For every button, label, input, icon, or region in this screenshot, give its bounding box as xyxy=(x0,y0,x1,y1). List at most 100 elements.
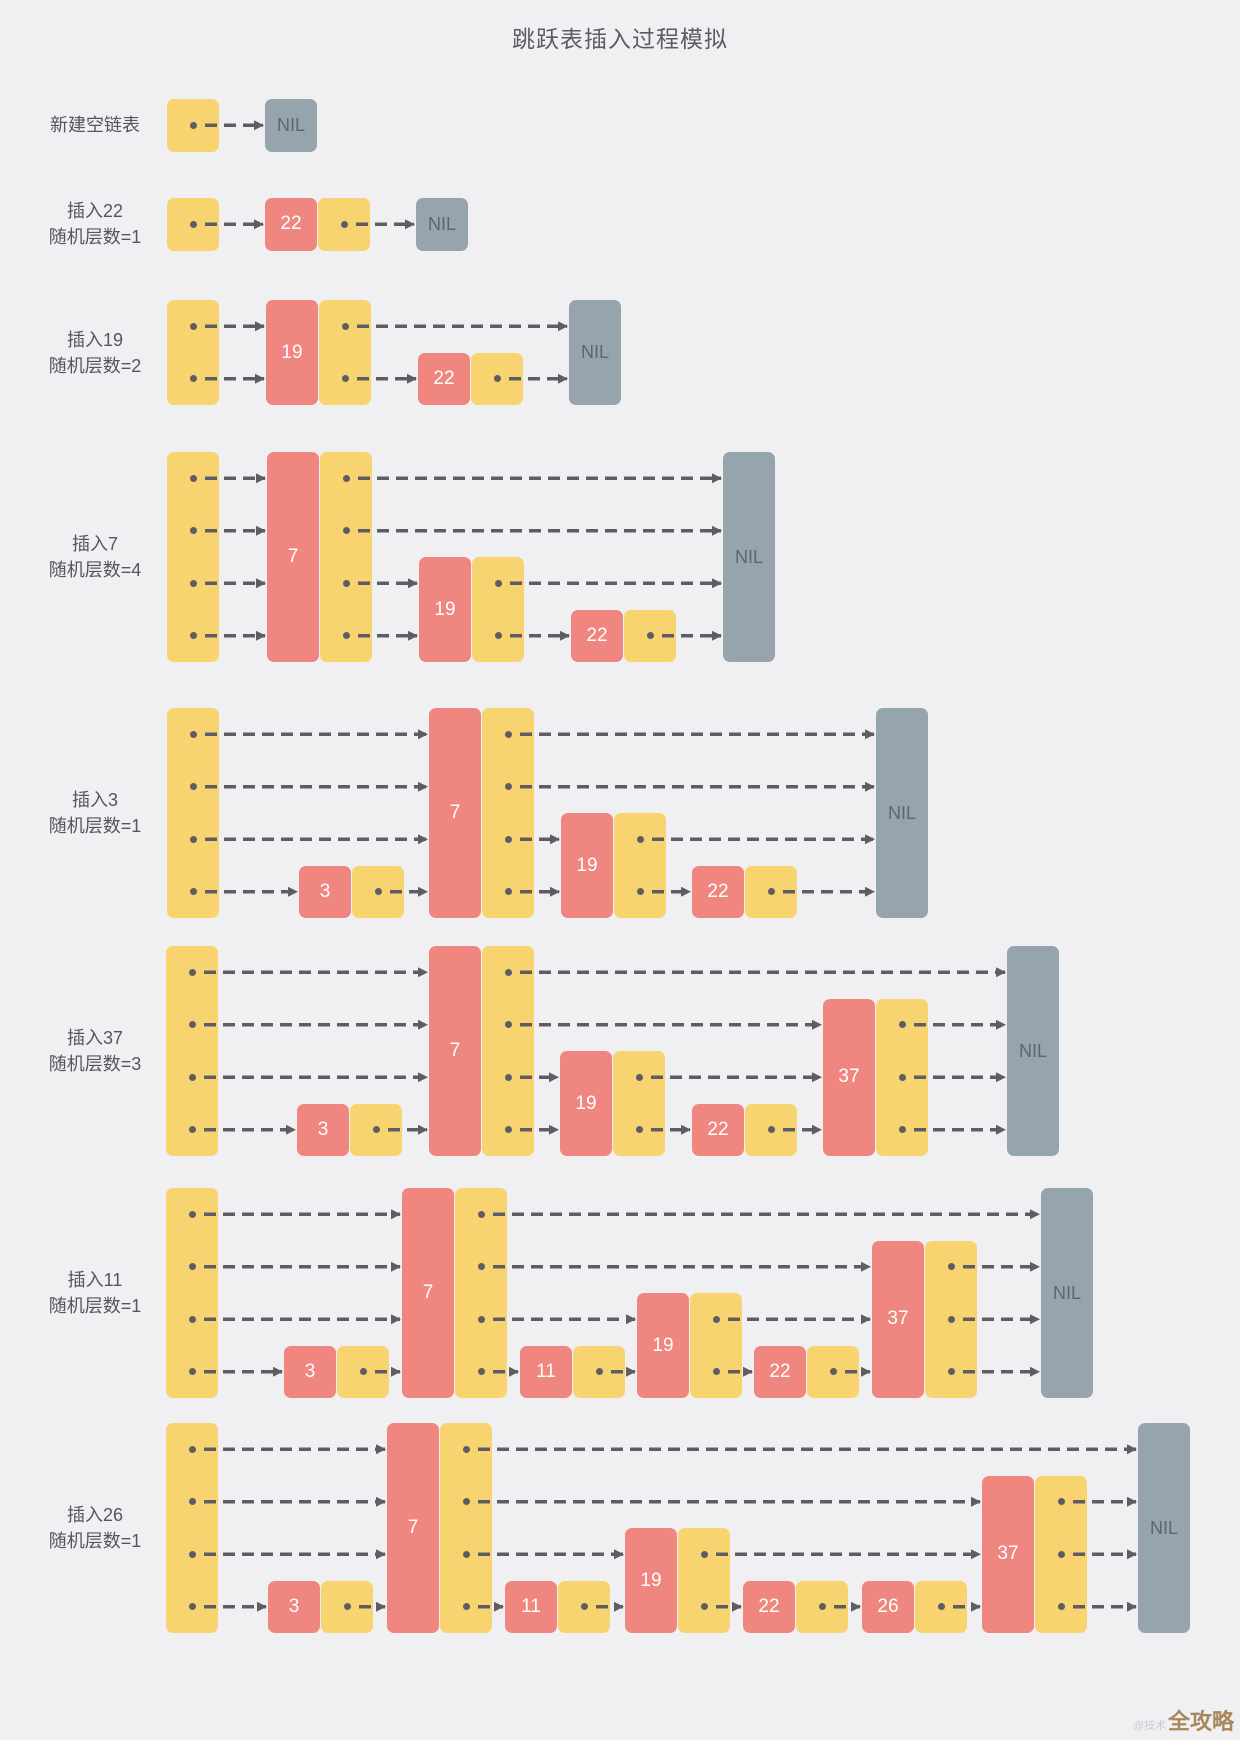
pointer-dot-icon xyxy=(189,322,197,330)
node-key-3: 3 xyxy=(299,865,351,918)
pointer-dot-icon xyxy=(493,375,501,383)
node-pointers-22 xyxy=(745,1103,797,1156)
pointer-dot-icon xyxy=(341,375,349,383)
step-label: 新建空链表 xyxy=(50,115,140,136)
pointer-dot-icon xyxy=(635,1073,643,1081)
pointer-dot-icon xyxy=(342,527,350,535)
step-label: 插入11 随机层数=1 xyxy=(48,1270,142,1316)
pointer-dot-icon xyxy=(504,730,512,738)
pointer-dot-icon xyxy=(189,888,197,896)
pointer-dot-icon xyxy=(947,1315,955,1323)
pointer-dot-icon xyxy=(188,1210,196,1218)
node-key-19: 19 xyxy=(637,1293,689,1398)
pointer-dot-icon xyxy=(372,1126,380,1134)
head-node xyxy=(166,1188,218,1398)
node-key-37: 37 xyxy=(872,1240,924,1398)
pointer-dot-icon xyxy=(829,1368,837,1376)
node-pointers-19 xyxy=(678,1528,730,1633)
pointer-dot-icon xyxy=(504,1073,512,1081)
node-pointers-3 xyxy=(337,1345,389,1398)
pointer-dot-icon xyxy=(341,322,349,330)
nil-node: NIL xyxy=(265,99,317,152)
node-key-19: 19 xyxy=(625,1528,677,1633)
pointer-dot-icon xyxy=(189,835,197,843)
head-node xyxy=(167,198,219,251)
pointer-dot-icon xyxy=(188,1263,196,1271)
pointer-dot-icon xyxy=(636,888,644,896)
pointer-dot-icon xyxy=(1057,1498,1065,1506)
node-pointers-19 xyxy=(319,300,371,405)
node-pointers-11 xyxy=(573,1345,625,1398)
node-key-19: 19 xyxy=(560,1051,612,1156)
node-key-19: 19 xyxy=(419,557,471,662)
watermark: @技术全攻略 xyxy=(1132,1709,1234,1734)
node-pointers-7 xyxy=(482,708,534,918)
head-node xyxy=(167,300,219,405)
node-pointers-37 xyxy=(876,998,928,1156)
nil-node: NIL xyxy=(876,708,928,918)
node-key-11: 11 xyxy=(505,1580,557,1633)
node-key-7: 7 xyxy=(429,946,481,1156)
node-pointers-7 xyxy=(455,1188,507,1398)
pointer-dot-icon xyxy=(188,1550,196,1558)
pointer-dot-icon xyxy=(504,783,512,791)
step-label: 插入26 随机层数=1 xyxy=(48,1505,142,1551)
pointer-dot-icon xyxy=(188,968,196,976)
pointer-dot-icon xyxy=(1057,1603,1065,1611)
pointer-dot-icon xyxy=(494,579,502,587)
node-key-22: 22 xyxy=(743,1580,795,1633)
pointer-dot-icon xyxy=(818,1603,826,1611)
pointer-dot-icon xyxy=(635,1126,643,1134)
node-pointers-7 xyxy=(482,946,534,1156)
node-pointers-7 xyxy=(440,1423,492,1633)
pointer-dot-icon xyxy=(342,474,350,482)
node-pointers-22 xyxy=(624,609,676,662)
step-label: 插入3 随机层数=1 xyxy=(48,790,142,836)
node-key-22: 22 xyxy=(418,352,470,405)
node-pointers-7 xyxy=(320,452,372,662)
head-node xyxy=(166,1423,218,1633)
node-pointers-37 xyxy=(925,1240,977,1398)
pointer-dot-icon xyxy=(767,1126,775,1134)
pointer-dot-icon xyxy=(700,1603,708,1611)
pointer-dot-icon xyxy=(504,835,512,843)
step-label: 插入19 随机层数=2 xyxy=(48,329,142,376)
node-pointers-19 xyxy=(690,1293,742,1398)
node-key-26: 26 xyxy=(862,1580,914,1633)
nil-node: NIL xyxy=(569,300,621,405)
pointer-dot-icon xyxy=(374,888,382,896)
step-label: 插入37 随机层数=3 xyxy=(48,1028,142,1074)
node-key-7: 7 xyxy=(267,452,319,662)
nil-node: NIL xyxy=(723,452,775,662)
pointer-dot-icon xyxy=(188,1445,196,1453)
node-pointers-22 xyxy=(471,352,523,405)
pointer-dot-icon xyxy=(636,835,644,843)
pointer-dot-icon xyxy=(477,1315,485,1323)
node-key-22: 22 xyxy=(692,1103,744,1156)
head-node xyxy=(167,99,219,152)
pointer-dot-icon xyxy=(188,1498,196,1506)
step-label: 插入7 随机层数=4 xyxy=(48,534,142,580)
pointer-dot-icon xyxy=(504,1126,512,1134)
head-node xyxy=(167,452,219,662)
node-pointers-22 xyxy=(745,865,797,918)
node-pointers-19 xyxy=(472,557,524,662)
pointer-dot-icon xyxy=(947,1368,955,1376)
pointer-dot-icon xyxy=(188,1368,196,1376)
pointer-dot-icon xyxy=(188,1126,196,1134)
pointer-dot-icon xyxy=(898,1126,906,1134)
pointer-dot-icon xyxy=(504,1021,512,1029)
pointer-dot-icon xyxy=(477,1368,485,1376)
pointer-dot-icon xyxy=(767,888,775,896)
node-key-3: 3 xyxy=(268,1580,320,1633)
node-key-7: 7 xyxy=(387,1423,439,1633)
pointer-dot-icon xyxy=(188,1021,196,1029)
nil-node: NIL xyxy=(416,198,468,251)
node-pointers-19 xyxy=(614,813,666,918)
pointer-dot-icon xyxy=(189,632,197,640)
pointer-dot-icon xyxy=(494,632,502,640)
node-key-19: 19 xyxy=(561,813,613,918)
node-pointers-22 xyxy=(807,1345,859,1398)
pointer-dot-icon xyxy=(462,1550,470,1558)
pointer-dot-icon xyxy=(462,1445,470,1453)
